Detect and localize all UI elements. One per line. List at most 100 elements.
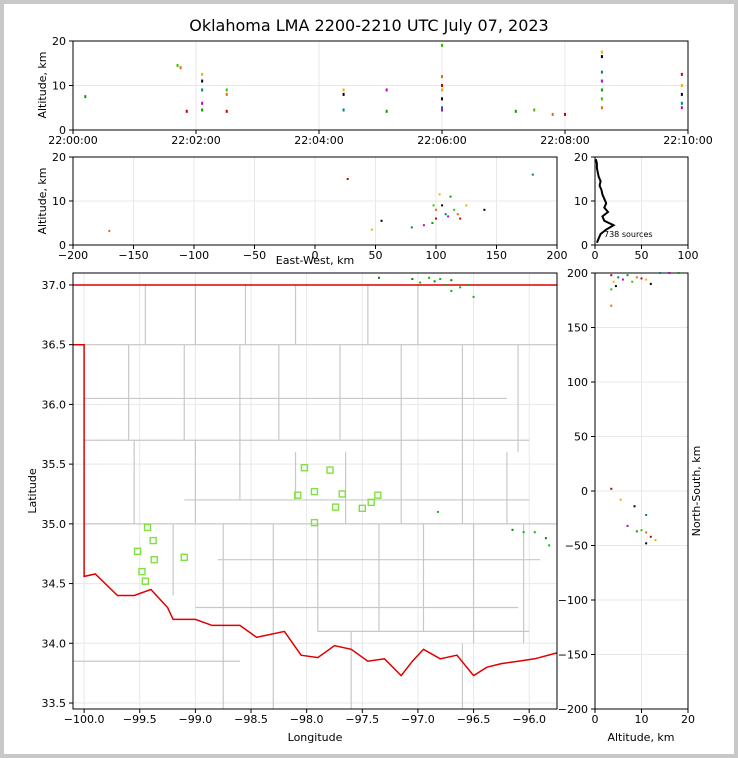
state-border-south (73, 343, 558, 677)
time-height-source (600, 55, 603, 59)
east-west-source (438, 193, 441, 196)
lon-tick-label: −100.0 (64, 713, 105, 726)
time-height-source (385, 88, 388, 92)
lma-station-marker (294, 491, 302, 499)
time-height-source (225, 88, 228, 92)
lon-tick-label: −99.5 (123, 713, 157, 726)
ew-tick-label: −150 (118, 249, 148, 262)
plan-view-source (522, 531, 525, 534)
time-height-source (551, 112, 554, 116)
plan-view-source (450, 279, 453, 282)
north-south-source (612, 280, 615, 283)
hist-x-tick-label: 50 (635, 249, 649, 262)
north-south-source (626, 274, 629, 277)
time-tick-label: 22:10:00 (663, 134, 712, 147)
lma-station-marker (143, 523, 152, 532)
lat-tick-label: 35.5 (42, 458, 67, 471)
time-height-source (201, 79, 204, 83)
time-height-source (600, 97, 603, 101)
hist-y-tick-label: 20 (574, 151, 588, 164)
map-frame (72, 272, 558, 710)
time-height-source (185, 109, 188, 113)
east-west-source (370, 228, 373, 231)
north-south-source (645, 531, 648, 534)
ns-y-tick-label: −200 (558, 703, 588, 716)
plan-view-source (544, 537, 547, 540)
time-height-source (680, 84, 683, 87)
time-height-source (201, 72, 204, 76)
ns-y-tick-label: 0 (581, 485, 588, 498)
time-height-source (342, 108, 345, 112)
north-south-source (631, 280, 634, 283)
north-south-source (654, 539, 657, 542)
east-west-source (453, 208, 456, 211)
time-height-source (225, 109, 228, 113)
time-height-source (564, 112, 566, 116)
north-south-source (659, 272, 662, 274)
east-west-source (447, 215, 450, 218)
ew-tick-label: −100 (179, 249, 209, 262)
east-west-source (459, 217, 462, 220)
lma-station-marker (180, 553, 188, 561)
plan-view-source (511, 528, 514, 531)
north-south-source (645, 542, 648, 545)
time-height-source (201, 101, 204, 105)
north-south-source (635, 530, 638, 533)
north-south-source (621, 278, 624, 281)
ew-tick-label: −50 (243, 249, 266, 262)
ns-y-tick-label: 200 (567, 267, 588, 280)
lma-station-marker (331, 503, 340, 511)
east-west-xlabel: East-West, km (276, 254, 354, 267)
lat-tick-label: 35.0 (42, 518, 67, 531)
time-height-source (441, 97, 443, 101)
plan-view-source (548, 544, 551, 547)
lma-station-marker (149, 536, 157, 545)
plan-view-source (377, 276, 380, 279)
time-height-source (441, 75, 443, 79)
time-height-source (680, 101, 683, 105)
lon-tick-label: −97.0 (401, 713, 435, 726)
time-height-ylabel: Altitude, km (36, 51, 49, 118)
north-south-source (635, 276, 638, 279)
hist-y-tick-label: 0 (581, 239, 588, 252)
time-tick-label: 22:00:00 (48, 134, 97, 147)
plan-view-source (533, 531, 536, 534)
east-west-source (483, 208, 486, 211)
lma-station-marker (310, 518, 319, 527)
ns-x-tick-label: 20 (681, 713, 695, 726)
north-south-source (633, 505, 636, 508)
ns-x-tick-label: 0 (592, 713, 599, 726)
time-height-source (201, 108, 204, 112)
time-height-source (600, 79, 603, 83)
plan-view-source (419, 281, 422, 284)
ew-tick-label: 50 (369, 249, 383, 262)
north-south-source (645, 513, 648, 516)
lma-station-marker (358, 504, 366, 513)
east-west-source (410, 226, 413, 229)
lat-tick-label: 34.0 (42, 637, 67, 650)
time-height-source (179, 66, 182, 70)
plan-view-source (436, 510, 439, 513)
alt-tick-label: 0 (59, 124, 66, 137)
lat-tick-label: 33.5 (42, 697, 67, 710)
east-west-source (465, 204, 468, 207)
map-ylabel: Latitude (26, 468, 39, 514)
alt-tick-label: 0 (59, 239, 66, 252)
east-west-source (444, 213, 447, 216)
time-height-source (441, 43, 443, 47)
ew-tick-label: 0 (312, 249, 319, 262)
time-height-source (201, 88, 204, 92)
north-south-source (610, 288, 613, 291)
ns-y-tick-label: 100 (567, 376, 588, 389)
east-west-source (108, 229, 111, 232)
east-west-source (441, 204, 444, 207)
east-west-source (431, 222, 434, 224)
time-height-source (441, 108, 443, 112)
lma-station-marker (374, 491, 382, 499)
time-height-source (514, 109, 517, 113)
map-xlabel: Longitude (288, 731, 343, 744)
east-west-source (432, 204, 435, 207)
ew-tick-label: 200 (547, 249, 568, 262)
east-west-source (380, 219, 383, 222)
north-south-source (640, 277, 643, 280)
